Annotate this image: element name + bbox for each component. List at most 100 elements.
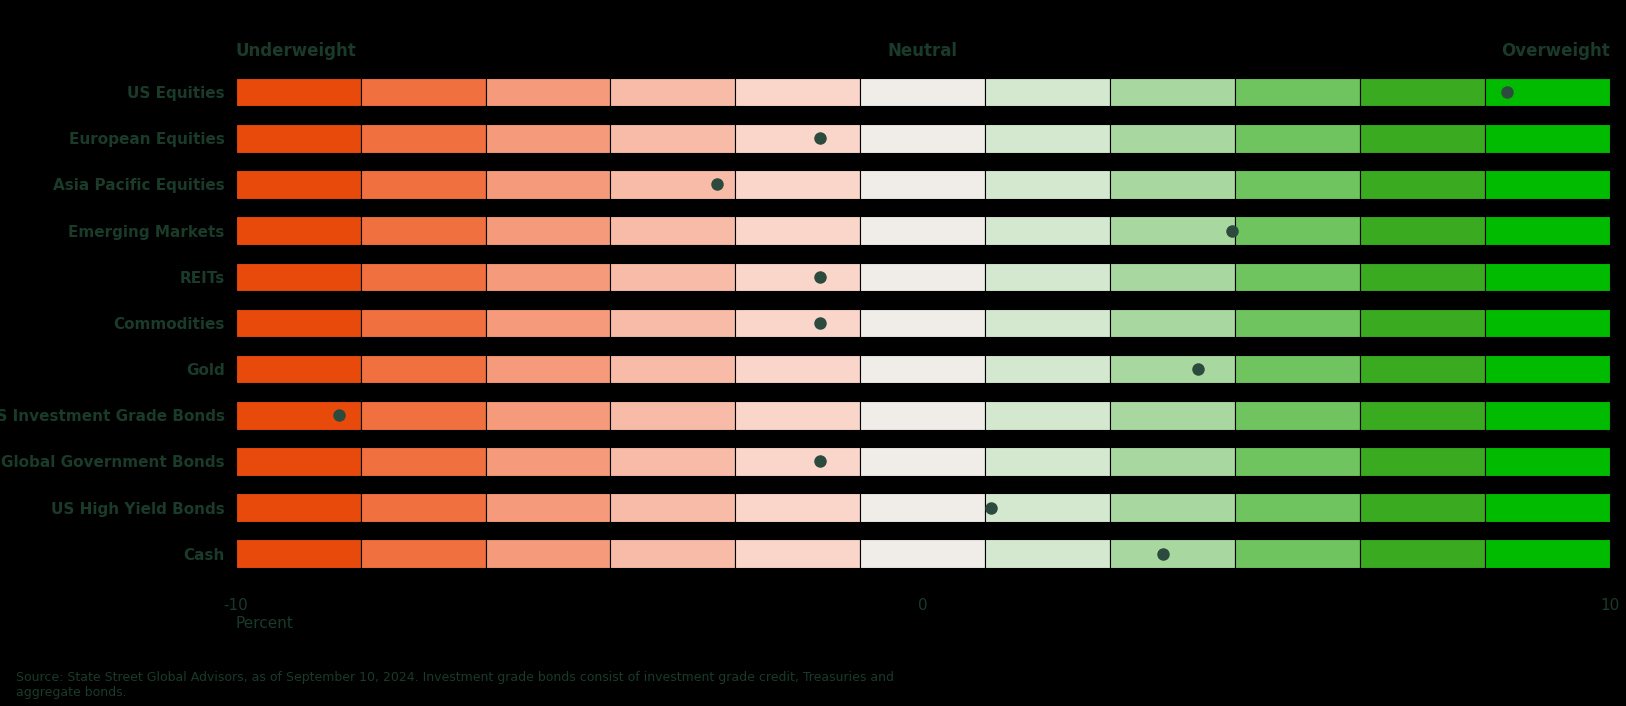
Bar: [1236, 493, 1359, 522]
Bar: [860, 263, 985, 291]
Bar: [985, 401, 1111, 430]
Bar: [361, 493, 486, 522]
X-axis label: Percent: Percent: [236, 616, 294, 630]
Bar: [361, 170, 486, 199]
Bar: [860, 78, 985, 107]
Bar: [610, 401, 735, 430]
Bar: [985, 263, 1111, 291]
Bar: [1111, 78, 1236, 107]
Bar: [860, 493, 985, 522]
Bar: [860, 539, 985, 568]
Bar: [610, 170, 735, 199]
Bar: [486, 170, 610, 199]
Bar: [1485, 401, 1610, 430]
Text: Overweight: Overweight: [1501, 42, 1610, 60]
Bar: [486, 493, 610, 522]
Bar: [486, 263, 610, 291]
Bar: [985, 216, 1111, 245]
Bar: [610, 216, 735, 245]
Bar: [1485, 539, 1610, 568]
Bar: [1359, 263, 1485, 291]
Bar: [1359, 309, 1485, 337]
Bar: [236, 539, 361, 568]
Bar: [735, 263, 860, 291]
Bar: [1359, 355, 1485, 383]
Bar: [610, 447, 735, 476]
Bar: [860, 355, 985, 383]
Bar: [236, 216, 361, 245]
Bar: [236, 493, 361, 522]
Bar: [985, 355, 1111, 383]
Bar: [1236, 216, 1359, 245]
Bar: [1359, 539, 1485, 568]
Bar: [361, 401, 486, 430]
Bar: [735, 309, 860, 337]
Bar: [1111, 401, 1236, 430]
Text: Neutral: Neutral: [888, 42, 958, 60]
Bar: [985, 309, 1111, 337]
Bar: [860, 170, 985, 199]
Bar: [985, 124, 1111, 152]
Bar: [1485, 124, 1610, 152]
Bar: [1111, 124, 1236, 152]
Bar: [486, 309, 610, 337]
Bar: [860, 124, 985, 152]
Bar: [1236, 170, 1359, 199]
Bar: [1485, 493, 1610, 522]
Bar: [1111, 263, 1236, 291]
Bar: [735, 539, 860, 568]
Bar: [236, 447, 361, 476]
Bar: [1485, 355, 1610, 383]
Bar: [985, 78, 1111, 107]
Bar: [610, 539, 735, 568]
Bar: [1485, 263, 1610, 291]
Bar: [860, 216, 985, 245]
Bar: [1359, 493, 1485, 522]
Bar: [1236, 263, 1359, 291]
Bar: [1236, 78, 1359, 107]
Text: Source: State Street Global Advisors, as of September 10, 2024. Investment grade: Source: State Street Global Advisors, as…: [16, 671, 894, 699]
Bar: [236, 355, 361, 383]
Bar: [486, 78, 610, 107]
Bar: [1111, 170, 1236, 199]
Bar: [361, 78, 486, 107]
Bar: [735, 401, 860, 430]
Bar: [735, 493, 860, 522]
Bar: [1485, 447, 1610, 476]
Bar: [860, 447, 985, 476]
Bar: [610, 355, 735, 383]
Bar: [1359, 216, 1485, 245]
Bar: [361, 216, 486, 245]
Bar: [486, 355, 610, 383]
Bar: [610, 309, 735, 337]
Bar: [1485, 170, 1610, 199]
Bar: [236, 263, 361, 291]
Bar: [610, 124, 735, 152]
Bar: [361, 309, 486, 337]
Bar: [486, 447, 610, 476]
Bar: [1359, 401, 1485, 430]
Bar: [1359, 78, 1485, 107]
Bar: [1359, 124, 1485, 152]
Bar: [985, 539, 1111, 568]
Bar: [860, 309, 985, 337]
Bar: [1111, 309, 1236, 337]
Bar: [1485, 309, 1610, 337]
Text: Underweight: Underweight: [236, 42, 356, 60]
Bar: [1111, 493, 1236, 522]
Bar: [1236, 447, 1359, 476]
Bar: [1236, 124, 1359, 152]
Bar: [486, 216, 610, 245]
Bar: [1236, 401, 1359, 430]
Bar: [236, 401, 361, 430]
Bar: [236, 124, 361, 152]
Bar: [985, 447, 1111, 476]
Bar: [361, 124, 486, 152]
Bar: [361, 539, 486, 568]
Bar: [735, 216, 860, 245]
Bar: [1236, 309, 1359, 337]
Bar: [1111, 447, 1236, 476]
Bar: [1236, 539, 1359, 568]
Bar: [236, 170, 361, 199]
Bar: [361, 447, 486, 476]
